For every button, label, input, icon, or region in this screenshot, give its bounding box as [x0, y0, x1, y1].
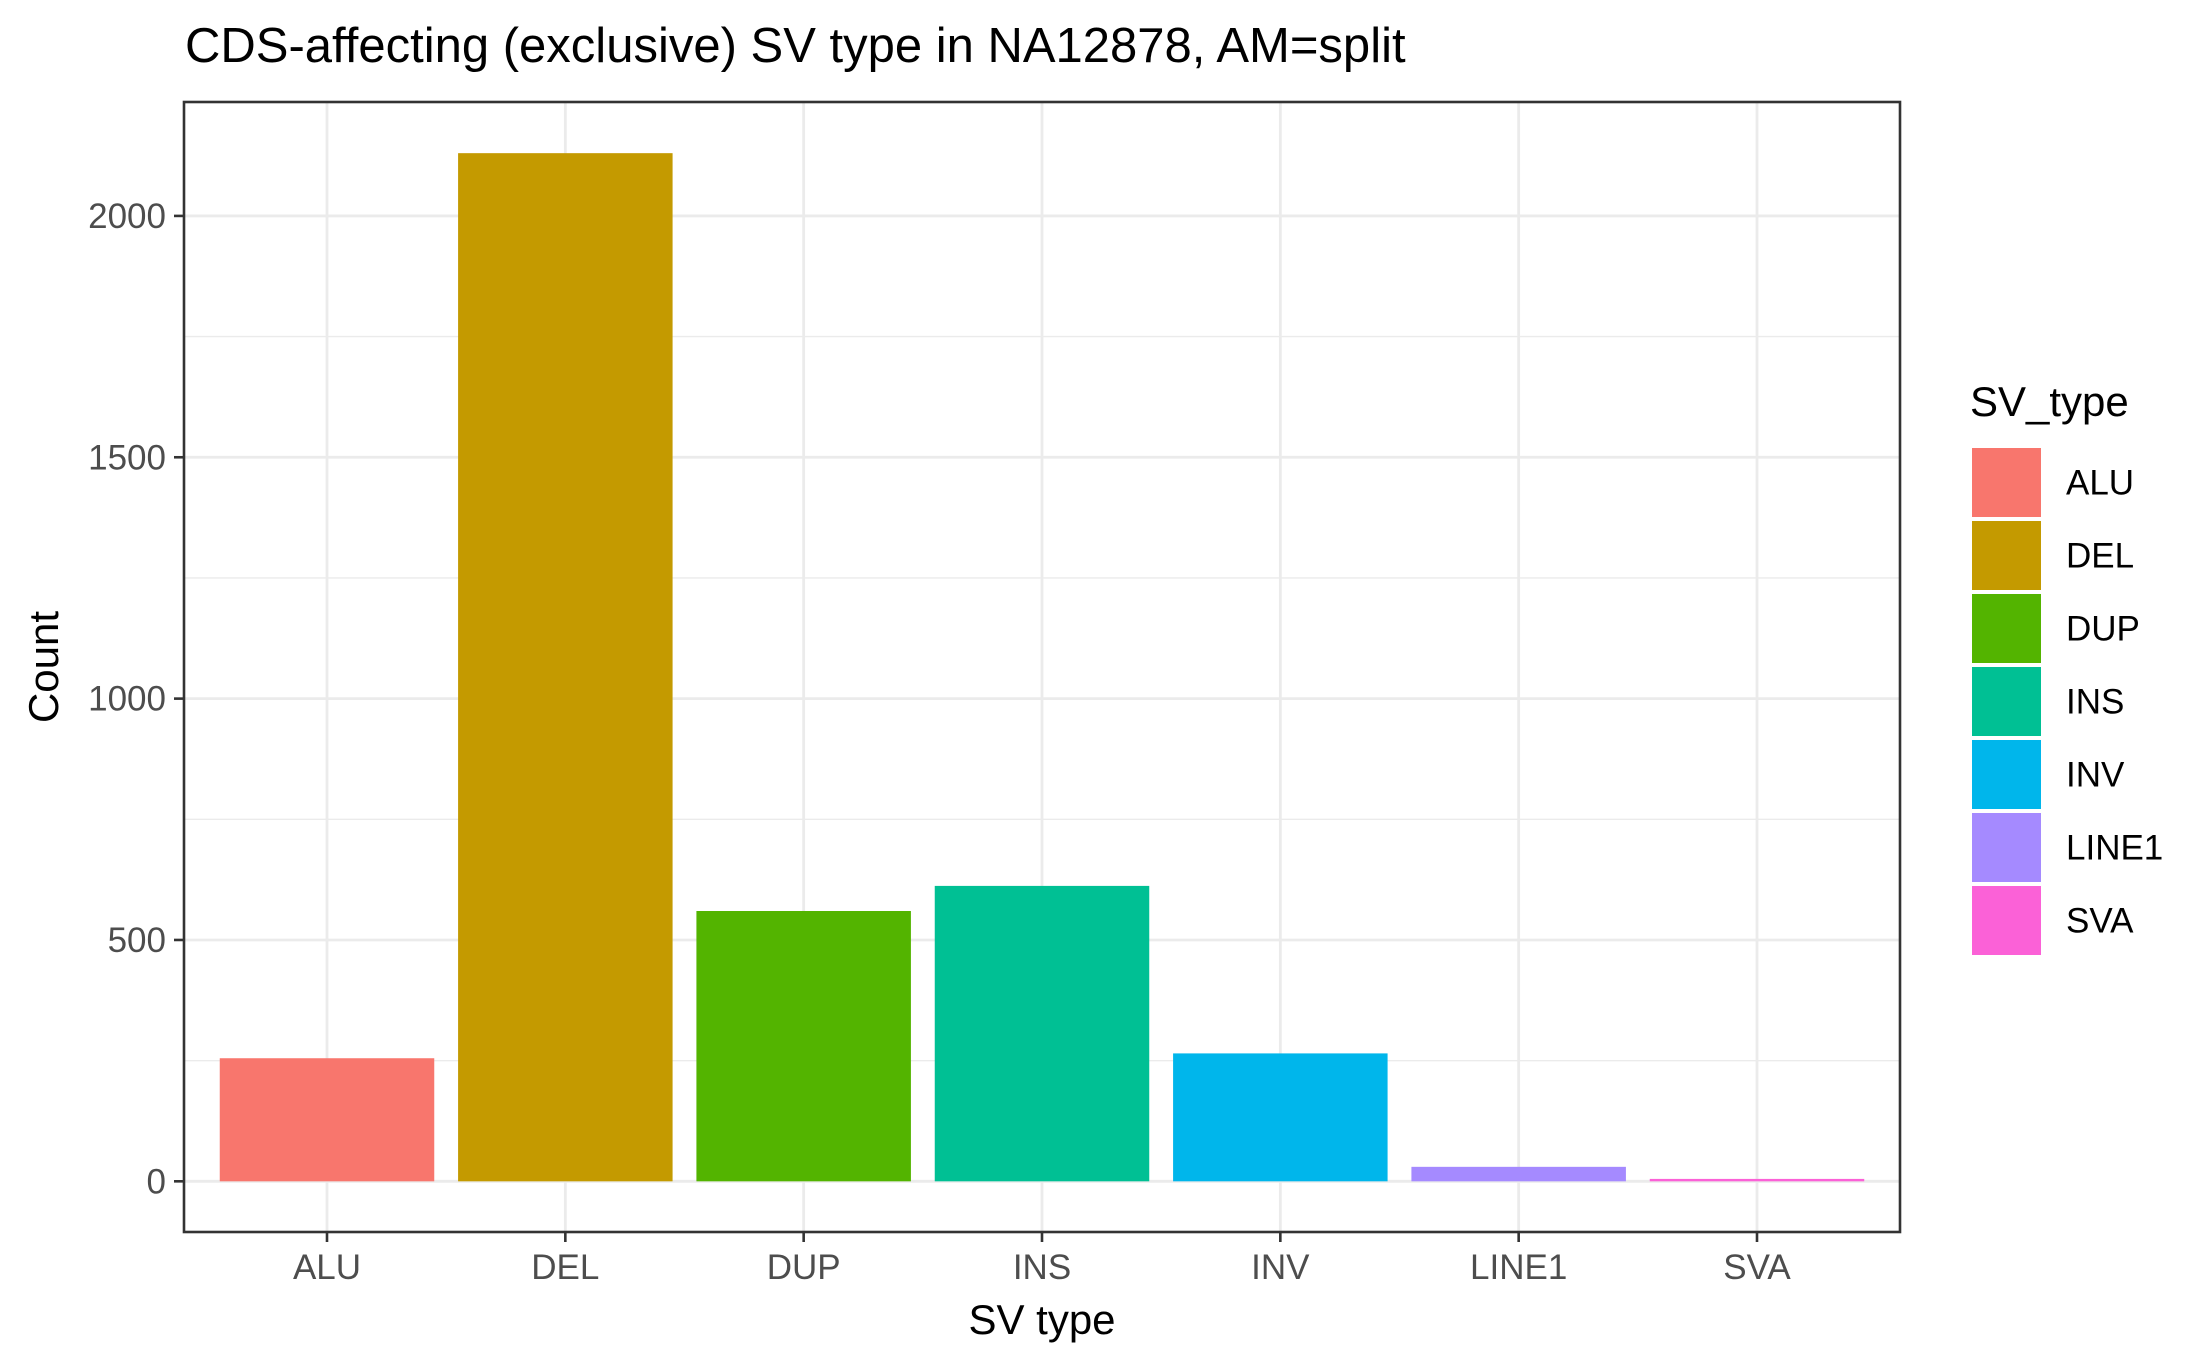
chart-title: CDS-affecting (exclusive) SV type in NA1… — [185, 19, 1406, 73]
legend-key-del — [1972, 521, 2041, 590]
legend-label-dup: DUP — [2066, 610, 2140, 649]
bar-sva — [1649, 1178, 1865, 1182]
y-tick-label: 500 — [108, 921, 166, 960]
x-tick-label: LINE1 — [1470, 1248, 1567, 1287]
legend-key-dup — [1972, 594, 2041, 663]
x-axis-title: SV type — [968, 1296, 1115, 1343]
legend-label-line1: LINE1 — [2066, 829, 2163, 868]
bar-dup — [696, 911, 911, 1182]
bar-alu — [219, 1058, 435, 1182]
legend-label-sva: SVA — [2066, 902, 2134, 941]
x-tick-label: DUP — [767, 1248, 841, 1287]
y-tick-label: 0 — [147, 1162, 166, 1201]
bar-line1 — [1411, 1166, 1626, 1182]
x-axis: ALU DEL DUP INS INV LINE1 SVA — [293, 1232, 1791, 1287]
bar-inv — [1173, 1053, 1388, 1182]
y-tick-label: 2000 — [88, 197, 166, 236]
x-tick-label: ALU — [293, 1248, 361, 1287]
legend-label-alu: ALU — [2066, 464, 2134, 503]
x-tick-label: INV — [1251, 1248, 1310, 1287]
legend-key-ins — [1972, 667, 2041, 736]
legend-label-inv: INV — [2066, 756, 2125, 795]
legend: SV_type ALU DEL DUP INS INV LINE1 SVA — [1970, 378, 2163, 955]
y-tick-label: 1500 — [88, 438, 166, 477]
legend-key-line1 — [1972, 813, 2041, 882]
y-axis: 0 500 1000 1500 2000 — [88, 197, 184, 1201]
y-axis-title: Count — [20, 611, 67, 723]
y-tick-label: 1000 — [88, 680, 166, 719]
bar-del — [458, 153, 673, 1182]
legend-label-del: DEL — [2066, 537, 2134, 576]
legend-title: SV_type — [1970, 378, 2129, 425]
legend-key-inv — [1972, 740, 2041, 809]
bar-ins — [934, 885, 1150, 1182]
legend-label-ins: INS — [2066, 683, 2124, 722]
legend-key-alu — [1972, 448, 2041, 517]
x-tick-label: SVA — [1723, 1248, 1791, 1287]
x-tick-label: INS — [1013, 1248, 1071, 1287]
x-tick-label: DEL — [531, 1248, 599, 1287]
bars — [219, 153, 1865, 1182]
legend-key-sva — [1972, 886, 2041, 955]
